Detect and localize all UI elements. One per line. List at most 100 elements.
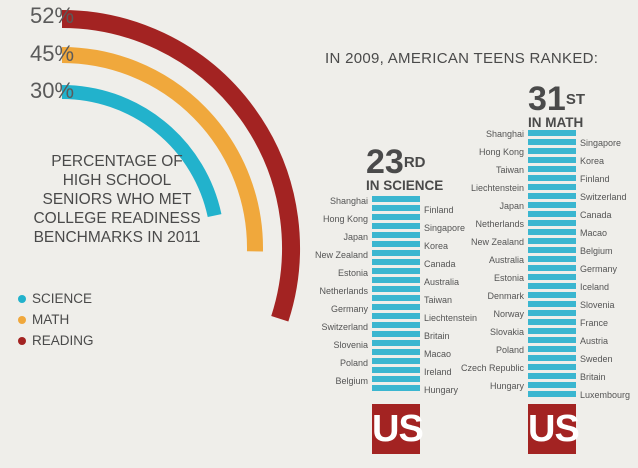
country-label: Switzerland [580,192,627,202]
country-label: France [580,318,609,328]
rank-bar [372,322,420,328]
legend-item-science: SCIENCE [18,291,92,306]
rank-bar [372,277,420,283]
rank-bar [528,382,576,388]
country-label: Liechtenstein [424,313,478,323]
country-label: Australia [424,277,460,287]
reading-dot-icon [18,336,26,345]
rank-bar [528,310,576,316]
science-rank-subtitle: IN SCIENCE [366,178,444,193]
rank-bar [372,232,420,238]
rank-bar [528,229,576,235]
country-label: Poland [495,345,524,355]
country-label: Shanghai [329,196,368,206]
rank-bar [372,205,420,211]
rank-bar [372,196,420,202]
rank-bar [528,292,576,298]
country-label: Switzerland [321,322,368,332]
rank-bar [528,346,576,352]
arc-math [61,47,263,252]
rank-bar [528,319,576,325]
country-label: Japan [343,232,368,242]
science-dot-icon [18,294,26,303]
country-label: Poland [339,358,368,368]
country-label: Taiwan [495,165,524,175]
rank-bar [528,391,576,397]
country-label: Macao [580,228,608,238]
arc-science [61,85,222,218]
rank-bar [372,259,420,265]
rank-bar [528,247,576,253]
rank-bar [528,373,576,379]
science-rank: 23RD [366,145,426,179]
science-percent-label: 30% [30,78,75,103]
rank-bar [372,223,420,229]
rank-bar [528,328,576,334]
country-label: Germany [330,304,368,314]
country-label: Macao [424,349,452,359]
rank-bar [528,202,576,208]
country-label: Hungary [489,381,524,391]
rank-bar [372,376,420,382]
country-label: Slovenia [333,340,368,350]
country-label: Australia [488,255,524,265]
description-line: PERCENTAGE OF [51,153,183,170]
chart-description: PERCENTAGE OF HIGH SCHOOL SENIORS WHO ME… [22,152,212,247]
country-label: Korea [580,156,605,166]
reading-percent-label: 52% [30,3,75,28]
science-rank-number: 23 [366,143,404,181]
rank-bar [372,313,420,319]
country-label: Norway [493,309,524,319]
country-label: Hong Kong [322,214,368,224]
rank-bar [372,367,420,373]
country-label: Iceland [580,282,610,292]
country-label: Estonia [493,273,524,283]
country-label: Singapore [580,138,622,148]
country-label: New Zealand [470,237,524,247]
rank-bar [372,250,420,256]
country-label: Britain [580,372,606,382]
country-label: Liechtenstein [470,183,524,193]
math-rank-subtitle: IN MATH [528,115,584,130]
rank-bar [372,340,420,346]
rank-bar [528,184,576,190]
math-rank-suffix: ST [565,91,585,108]
rank-bar [528,139,576,145]
rank-bar [372,349,420,355]
math-rank-number: 31 [528,80,566,118]
rank-bar [528,193,576,199]
country-label: Netherlands [475,219,524,229]
country-label: Taiwan [424,295,453,305]
rank-bar [372,385,420,391]
country-label: Hungary [424,385,459,395]
legend-label: READING [32,333,94,348]
ranking-headline: IN 2009, AMERICAN TEENS RANKED: [325,50,599,67]
rank-bar [372,331,420,337]
legend-item-math: MATH [18,312,69,327]
rank-bar [372,268,420,274]
rank-bar [528,364,576,370]
rank-bar [372,214,420,220]
country-label: Finland [580,174,610,184]
rank-bar [528,337,576,343]
country-label: Ireland [424,367,452,377]
rank-bar [528,175,576,181]
country-label: Canada [580,210,612,220]
country-label: Finland [424,205,454,215]
legend-label: SCIENCE [32,291,93,306]
country-label: Korea [424,241,449,251]
rank-bar [528,238,576,244]
rank-bar [528,256,576,262]
math-us-badge: US [528,404,580,454]
rank-bar [372,295,420,301]
country-label: Germany [580,264,618,274]
math-rank: 31ST [528,82,585,116]
rank-bar [528,355,576,361]
description-line: HIGH SCHOOL [62,172,172,189]
rank-bar [528,265,576,271]
science-us-badge: US [372,404,424,454]
rank-bar [372,286,420,292]
rank-bar [528,166,576,172]
legend-item-reading: READING [18,333,94,348]
